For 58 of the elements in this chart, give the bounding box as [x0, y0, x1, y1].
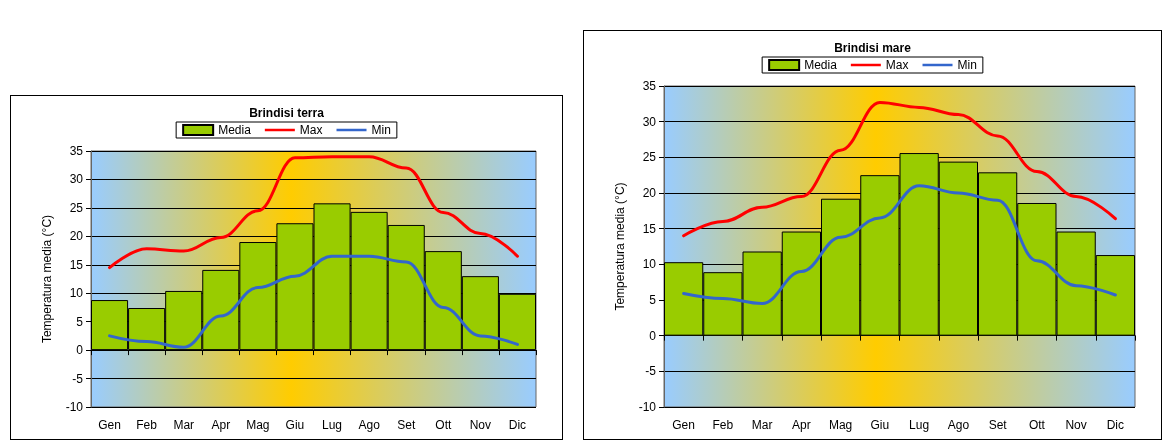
- y-tick-label: 20: [642, 186, 657, 200]
- y-tick-label: 5: [649, 293, 657, 307]
- legend-label: Max: [885, 58, 909, 72]
- x-tick-label: Giu: [870, 418, 890, 432]
- y-tick-label: 5: [76, 314, 84, 329]
- x-tick-label: Ott: [1028, 418, 1046, 432]
- x-tick-label: Ott: [435, 418, 452, 432]
- chart-title: Brindisi mare: [834, 41, 912, 55]
- y-tick-label: 30: [642, 114, 657, 129]
- x-tick-label: Gen: [672, 418, 695, 432]
- y-tick-label: 30: [69, 172, 84, 187]
- y-tick-label: 25: [69, 200, 84, 215]
- x-tick-label: Dic: [1106, 418, 1125, 432]
- x-tick-label: Dic: [508, 418, 527, 432]
- x-tick-label: Set: [988, 418, 1008, 432]
- x-tick-label: Mar: [751, 418, 773, 432]
- x-tick-label: Feb: [136, 418, 158, 432]
- line-series: [682, 100, 1117, 238]
- x-tick-label: Giu: [285, 418, 305, 432]
- x-tick-label: Set: [397, 418, 416, 432]
- y-tick-label: -10: [65, 400, 84, 414]
- y-tick-label: 35: [69, 144, 84, 158]
- line-series: [108, 155, 519, 270]
- x-tick-label: Ago: [358, 418, 381, 432]
- y-tick-label: 15: [642, 221, 657, 236]
- legend-label: Max: [299, 123, 323, 137]
- x-tick-label: Feb: [712, 418, 734, 432]
- legend-label: Min: [371, 123, 391, 137]
- x-tick-label: Lug: [322, 418, 343, 432]
- y-axis-title: Temperatura media (°C): [40, 214, 54, 344]
- y-tick-label: 10: [642, 257, 657, 272]
- x-tick-label: Gen: [98, 418, 121, 432]
- y-tick-label: 0: [649, 328, 657, 343]
- y-tick-label: -5: [72, 371, 84, 386]
- y-axis-title: Temperatura media (°C): [613, 182, 627, 311]
- x-tick-label: Nov: [1065, 418, 1087, 432]
- y-tick-label: 20: [69, 229, 84, 244]
- y-tick-label: 15: [69, 257, 84, 272]
- line-series: [108, 254, 519, 349]
- x-tick-label: Mag: [828, 418, 853, 432]
- y-tick-label: 35: [642, 79, 657, 93]
- x-tick-label: Nov: [469, 418, 492, 432]
- x-tick-label: Mag: [246, 418, 270, 432]
- y-tick-label: -10: [638, 400, 657, 414]
- legend-label: Media: [804, 58, 838, 72]
- line-series: [682, 184, 1117, 306]
- y-tick-label: -5: [645, 364, 657, 379]
- x-tick-label: Apr: [792, 418, 811, 432]
- x-tick-label: Ago: [947, 418, 970, 432]
- legend-label: Min: [957, 58, 977, 72]
- x-tick-label: Apr: [211, 418, 231, 432]
- y-tick-label: 25: [642, 150, 657, 165]
- chart-title: Brindisi terra: [249, 106, 325, 120]
- x-tick-label: Lug: [909, 418, 930, 432]
- y-tick-label: 10: [69, 286, 84, 301]
- legend-label: Media: [218, 123, 252, 137]
- x-tick-label: Mar: [173, 418, 195, 432]
- y-tick-label: 0: [76, 343, 84, 358]
